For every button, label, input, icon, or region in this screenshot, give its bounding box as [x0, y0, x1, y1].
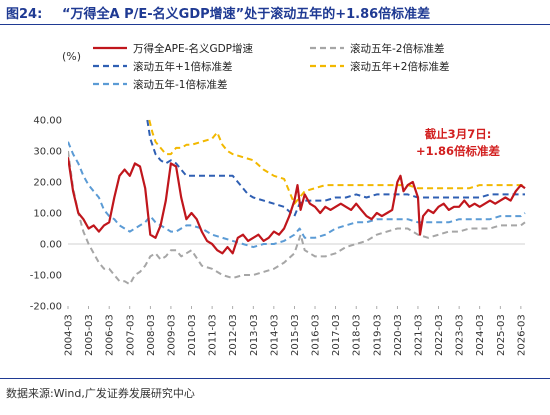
y-tick-label: -10.00 — [30, 271, 62, 282]
x-tick-label: 2008-03 — [146, 314, 157, 356]
x-tick-label: 2022-03 — [434, 314, 445, 356]
x-tick-label: 2014-03 — [269, 314, 280, 356]
annotation-line: +1.86倍标准差 — [416, 144, 501, 158]
legend-label-plus1: 滚动五年+1倍标准差 — [133, 60, 232, 73]
legend-label-plus2: 滚动五年+2倍标准差 — [350, 60, 449, 73]
x-tick-label: 2011-03 — [208, 314, 219, 356]
annotation-line: 截止3月7日: — [425, 127, 492, 141]
x-tick-label: 2015-03 — [290, 314, 301, 356]
chart-title: “万得全A P/E-名义GDP增速”处于滚动五年的+1.86倍标准差 — [62, 7, 431, 22]
figure-number: 图24: — [6, 7, 43, 22]
x-tick-label: 2013-03 — [249, 314, 260, 356]
x-tick-label: 2005-03 — [84, 314, 95, 356]
x-tick-label: 2018-03 — [352, 314, 363, 356]
series-line-minus1 — [68, 141, 526, 249]
x-tick-label: 2020-03 — [393, 314, 404, 356]
x-tick-label: 2017-03 — [331, 314, 342, 356]
title-row: 图24: “万得全A P/E-名义GDP增速”处于滚动五年的+1.86倍标准差 — [0, 0, 550, 24]
chart: (%)40.0030.0020.0010.000.00-10.00-20.002… — [30, 42, 528, 356]
y-tick-label: 0.00 — [40, 240, 62, 251]
x-tick-label: 2010-03 — [187, 314, 198, 356]
x-tick-label: 2021-03 — [413, 314, 424, 356]
series-line-minus2 — [68, 150, 526, 286]
source-note: 数据来源:Wind,广发证券发展研究中心 — [6, 387, 195, 400]
y-tick-label: 20.00 — [33, 178, 62, 189]
x-tick-label: 2016-03 — [311, 314, 322, 356]
source-rule — [0, 378, 550, 379]
y-tick-label: 10.00 — [33, 209, 62, 220]
x-tick-label: 2006-03 — [105, 314, 116, 356]
y-tick-label: 30.00 — [33, 147, 62, 158]
series-line-main — [68, 157, 526, 255]
x-tick-label: 2019-03 — [372, 314, 383, 356]
y-unit-label: (%) — [62, 50, 81, 63]
x-tick-label: 2007-03 — [125, 314, 136, 356]
series-line-plus2 — [148, 119, 525, 205]
title-rule — [0, 24, 550, 25]
legend-label-minus1: 滚动五年-1倍标准差 — [133, 78, 227, 91]
x-tick-label: 2026-03 — [516, 314, 527, 356]
legend-label-minus2: 滚动五年-2倍标准差 — [350, 42, 444, 55]
x-tick-label: 2009-03 — [166, 314, 177, 356]
x-tick-label: 2004-03 — [64, 314, 75, 356]
series-line-plus1 — [146, 119, 525, 218]
y-tick-label: 40.00 — [33, 116, 62, 127]
x-tick-label: 2023-03 — [455, 314, 466, 356]
x-tick-label: 2025-03 — [496, 314, 507, 356]
x-tick-label: 2012-03 — [228, 314, 239, 356]
x-tick-label: 2024-03 — [475, 314, 486, 356]
y-tick-label: -20.00 — [30, 302, 62, 313]
legend-label-main: 万得全APE-名义GDP增速 — [133, 42, 253, 55]
